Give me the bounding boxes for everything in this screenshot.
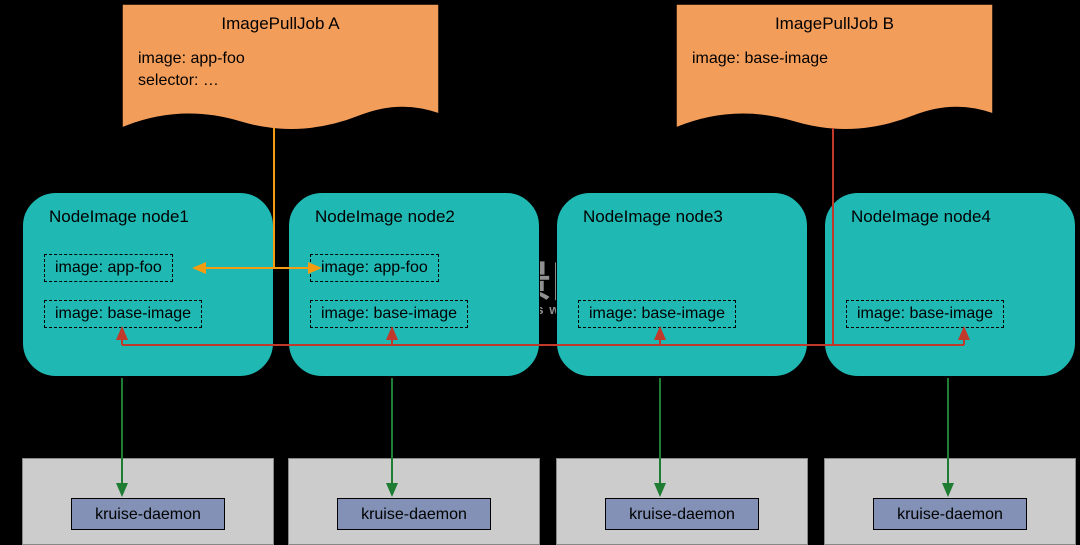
image-box-appfoo: image: app-foo xyxy=(310,254,439,282)
doc-job-a: ImagePullJob A image: app-foo selector: … xyxy=(122,4,439,91)
node-title: NodeImage node1 xyxy=(23,207,273,227)
job-a-title: ImagePullJob A xyxy=(122,4,439,34)
doc-job-b: ImagePullJob B image: base-image xyxy=(676,4,993,70)
node-title: NodeImage node4 xyxy=(825,207,1075,227)
daemon-box: kruise-daemon xyxy=(71,498,225,530)
node-cylinder: NodeImage node2 xyxy=(288,192,540,377)
daemon-box: kruise-daemon xyxy=(873,498,1027,530)
node-title: NodeImage node3 xyxy=(557,207,807,227)
daemon-box: kruise-daemon xyxy=(605,498,759,530)
node-cylinder: NodeImage node3 xyxy=(556,192,808,377)
image-box-base: image: base-image xyxy=(846,300,1004,328)
node-cylinder: NodeImage node4 xyxy=(824,192,1076,377)
job-b-title: ImagePullJob B xyxy=(676,4,993,34)
job-a-body: image: app-foo selector: … xyxy=(122,34,439,91)
image-box-base: image: base-image xyxy=(44,300,202,328)
image-box-base: image: base-image xyxy=(578,300,736,328)
node-title: NodeImage node2 xyxy=(289,207,539,227)
daemon-box: kruise-daemon xyxy=(337,498,491,530)
job-b-body: image: base-image xyxy=(676,34,993,70)
image-box-base: image: base-image xyxy=(310,300,468,328)
image-box-appfoo: image: app-foo xyxy=(44,254,173,282)
node-cylinder: NodeImage node1 xyxy=(22,192,274,377)
